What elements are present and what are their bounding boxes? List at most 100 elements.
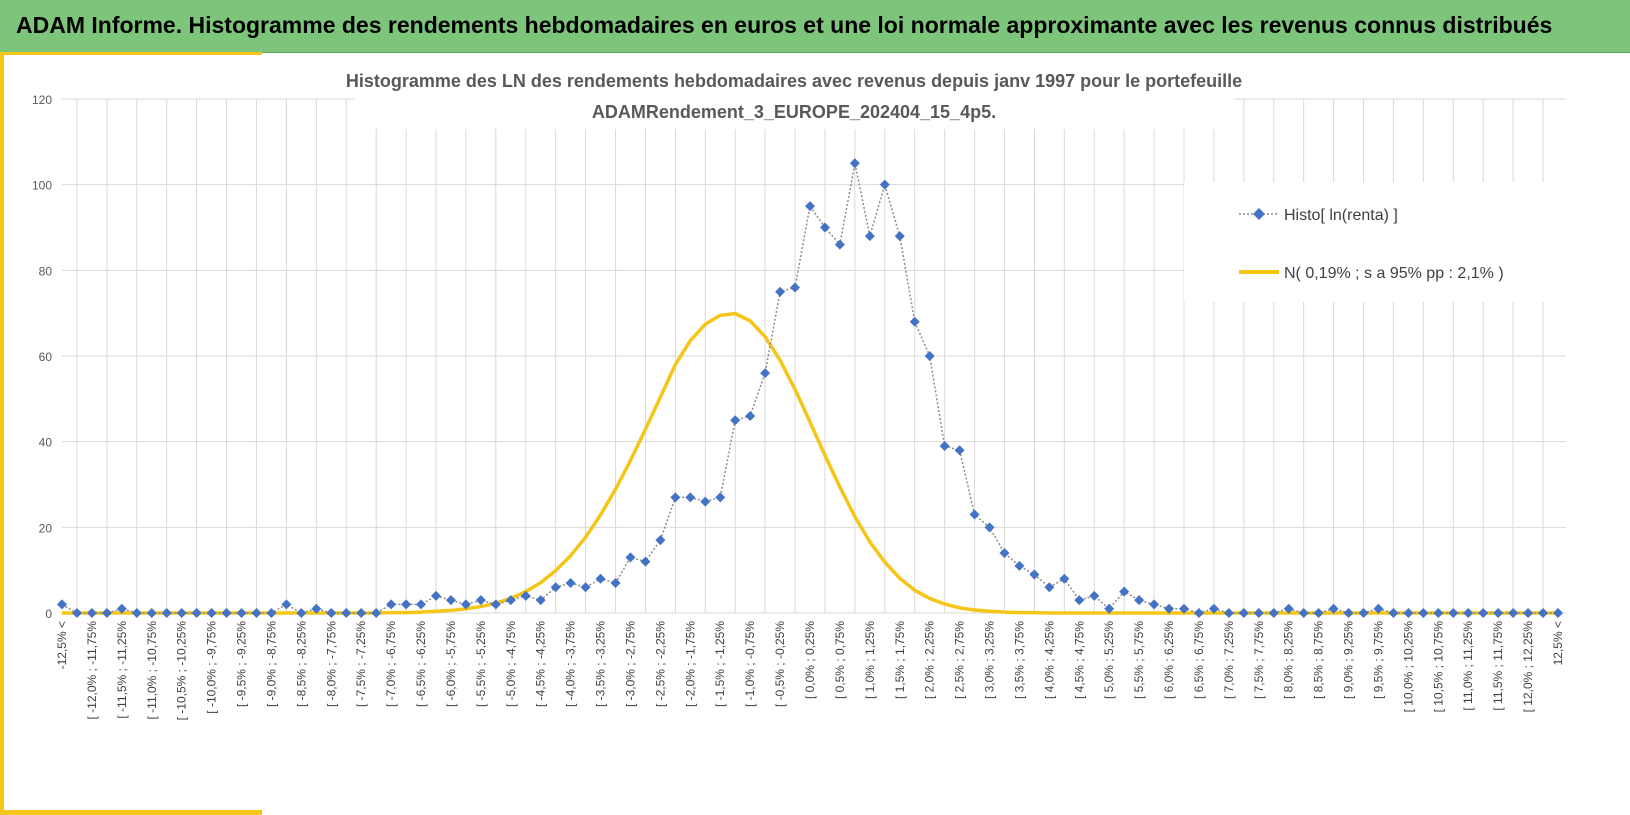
histo-point — [326, 608, 337, 618]
y-tick-label: 60 — [39, 350, 53, 364]
x-tick-label: [ 6,0% ; 6,25% — [1162, 621, 1176, 699]
histo-point — [57, 599, 67, 610]
histo-point — [311, 603, 322, 614]
histo-point — [1373, 603, 1384, 614]
histo-point — [969, 509, 980, 520]
histo-point — [715, 492, 726, 503]
histo-point — [1538, 608, 1549, 618]
histo-point — [1104, 603, 1115, 614]
x-tick-label: -12,5% < — [55, 621, 69, 669]
histo-point — [116, 603, 127, 614]
histo-point — [1433, 608, 1444, 618]
histo-point — [700, 496, 711, 507]
histo-point — [819, 222, 830, 233]
x-tick-label: [ -10,0% ; -9,75% — [205, 621, 219, 714]
legend-normal-label: N( 0,19% ; s a 95% pp : 2,1% ) — [1284, 265, 1504, 282]
x-tick-label: [ -0,5% ; -0,25% — [773, 621, 787, 707]
histo-point — [445, 595, 456, 606]
histo-point — [266, 608, 277, 618]
x-tick-label: [ 6,5% ; 6,75% — [1192, 621, 1206, 699]
x-tick-label: [ -8,5% ; -8,25% — [294, 621, 308, 707]
histo-point — [879, 179, 890, 190]
histo-point — [371, 608, 382, 618]
histo-point — [1298, 608, 1309, 618]
report-title: ADAM Informe. Histogramme des rendements… — [16, 12, 1553, 38]
x-tick-label: [ 7,5% ; 7,75% — [1252, 621, 1266, 699]
x-tick-label: [ 0,0% ; 0,25% — [803, 621, 817, 699]
accent-bar-left — [0, 52, 4, 815]
histo-point — [520, 590, 531, 601]
x-tick-label: [ -3,5% ; -3,25% — [594, 621, 608, 707]
x-tick-label: [ 9,0% ; 9,25% — [1342, 621, 1356, 699]
histo-point — [1134, 595, 1145, 606]
histo-point — [1328, 603, 1339, 614]
x-tick-label: [ 2,0% ; 2,25% — [923, 621, 937, 699]
histo-point — [565, 578, 576, 589]
x-tick-label: [ 4,0% ; 4,25% — [1042, 621, 1056, 699]
x-tick-label: [ -2,0% ; -1,75% — [683, 621, 697, 707]
y-tick-label: 0 — [45, 607, 52, 621]
histo-series — [57, 158, 1563, 618]
histo-point — [1059, 573, 1070, 584]
x-tick-label: [ -2,5% ; -2,25% — [653, 621, 667, 707]
histo-point — [849, 158, 860, 169]
x-tick-label: [ -1,5% ; -1,25% — [713, 621, 727, 707]
x-tick-label: [ 12,0% ; 12,25% — [1521, 621, 1535, 713]
x-tick-label: [ 0,5% ; 0,75% — [833, 621, 847, 699]
histo-point — [625, 552, 636, 563]
histo-point — [894, 231, 905, 242]
x-tick-label: [ -5,0% ; -4,75% — [504, 621, 518, 707]
chart-title-line2: ADAMRendement_3_EUROPE_202404_15_4p5. — [592, 102, 996, 122]
histo-point — [939, 440, 950, 451]
histo-point — [1313, 608, 1324, 618]
x-tick-label: [ 10,5% ; 10,75% — [1431, 621, 1445, 713]
x-axis: -12,5% < [ -12,0% ; -11,75% [ -11,5% ; -11… — [55, 621, 1565, 721]
histo-point — [924, 351, 935, 361]
x-tick-label: [ 11,5% ; 11,75% — [1491, 621, 1505, 711]
histo-point — [505, 595, 516, 606]
histo-point — [909, 316, 920, 327]
chart-title: Histogramme des LN des rendements hebdom… — [346, 65, 1242, 129]
x-tick-label: [ -5,5% ; -5,25% — [474, 621, 488, 707]
x-tick-label: [ -1,0% ; -0,75% — [743, 621, 757, 707]
histo-point — [775, 286, 786, 297]
histo-point — [206, 608, 217, 618]
x-tick-label: [ 11,0% ; 11,25% — [1461, 621, 1475, 711]
histo-point — [1119, 586, 1130, 597]
x-tick-label: [ -4,5% ; -4,25% — [534, 621, 548, 707]
chart-legend: Histo[ ln(renta) ] N( 0,19% ; s a 95% pp… — [1184, 182, 1584, 302]
gridlines — [62, 98, 1566, 614]
histo-point — [864, 231, 875, 242]
histo-point — [1493, 608, 1504, 618]
histo-point — [281, 599, 292, 610]
histo-point — [610, 578, 621, 589]
x-tick-label: [ 3,0% ; 3,25% — [983, 621, 997, 699]
report-banner: ADAM Informe. Histogramme des rendements… — [0, 0, 1630, 53]
histo-point — [984, 522, 995, 533]
histo-point — [490, 599, 501, 610]
histo-point — [1283, 603, 1294, 614]
x-tick-label: [ -10,5% ; -10,25% — [175, 621, 189, 721]
y-tick-label: 80 — [39, 264, 53, 278]
legend-histo-label: Histo[ ln(renta) ] — [1284, 207, 1398, 224]
histo-point — [1358, 608, 1369, 618]
histo-point — [1553, 608, 1563, 618]
histo-point — [146, 608, 157, 618]
histogram-chart: 0 20 40 60 80 100 120 -12,5% < [ -12,0% ; -11,7… — [32, 65, 1584, 721]
histo-point — [1448, 608, 1459, 618]
histo-point — [1223, 608, 1234, 618]
histo-point — [236, 608, 247, 618]
histo-point — [790, 282, 801, 293]
histo-point — [999, 548, 1010, 559]
y-tick-label: 100 — [32, 179, 52, 193]
x-tick-label: [ 1,0% ; 1,25% — [863, 621, 877, 699]
y-axis: 0 20 40 60 80 100 120 — [32, 93, 52, 621]
x-tick-label: [ -9,5% ; -9,25% — [235, 621, 249, 707]
histo-point — [251, 608, 262, 618]
histo-point — [1089, 590, 1100, 601]
histo-point — [131, 608, 142, 618]
legend-histo-marker — [1253, 208, 1265, 220]
histo-point — [1253, 608, 1264, 618]
x-tick-label: [ 5,0% ; 5,25% — [1102, 621, 1116, 699]
histo-point — [296, 608, 307, 618]
